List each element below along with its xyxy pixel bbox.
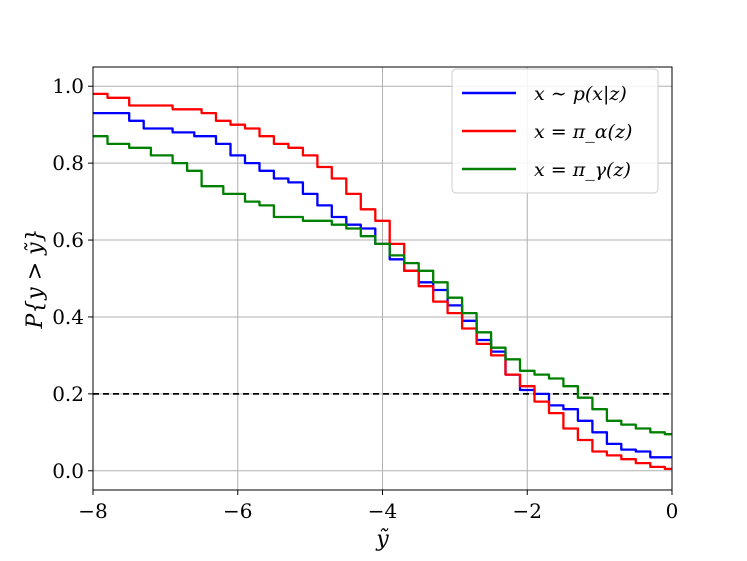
x-tick-label: −4 <box>368 499 397 523</box>
y-tick-label: 0.2 <box>52 382 84 406</box>
series-line-1 <box>93 92 672 471</box>
x-tick-label: 0 <box>666 499 679 523</box>
y-tick-label: 1.0 <box>52 74 84 98</box>
y-tick-label: 0.0 <box>52 459 84 483</box>
y-axis: 0.0 0.2 0.4 0.6 0.8 1.0 <box>52 74 93 483</box>
y-tick-label: 0.6 <box>52 228 84 252</box>
legend-label: x ∼ p(x|z) <box>534 83 627 105</box>
legend: x ∼ p(x|z) x = π_α(z)x = π_γ(z) <box>451 68 659 194</box>
legend-box <box>451 68 659 194</box>
y-axis-label: P{y > ỹ} <box>23 228 48 329</box>
x-axis: −8 −6 −4 −2 0 <box>78 490 678 523</box>
x-tick-label: −2 <box>513 499 542 523</box>
x-tick-label: −6 <box>223 499 252 523</box>
series-group <box>93 92 672 471</box>
series-line-0 <box>93 111 672 459</box>
y-tick-label: 0.4 <box>52 305 84 329</box>
y-tick-label: 0.8 <box>52 151 84 175</box>
legend-label: x = π_α(z) <box>534 121 632 143</box>
x-tick-label: −8 <box>78 499 107 523</box>
series-line-2 <box>93 135 672 436</box>
legend-label: x = π_γ(z) <box>534 159 631 181</box>
x-axis-label: ỹ <box>375 527 389 552</box>
